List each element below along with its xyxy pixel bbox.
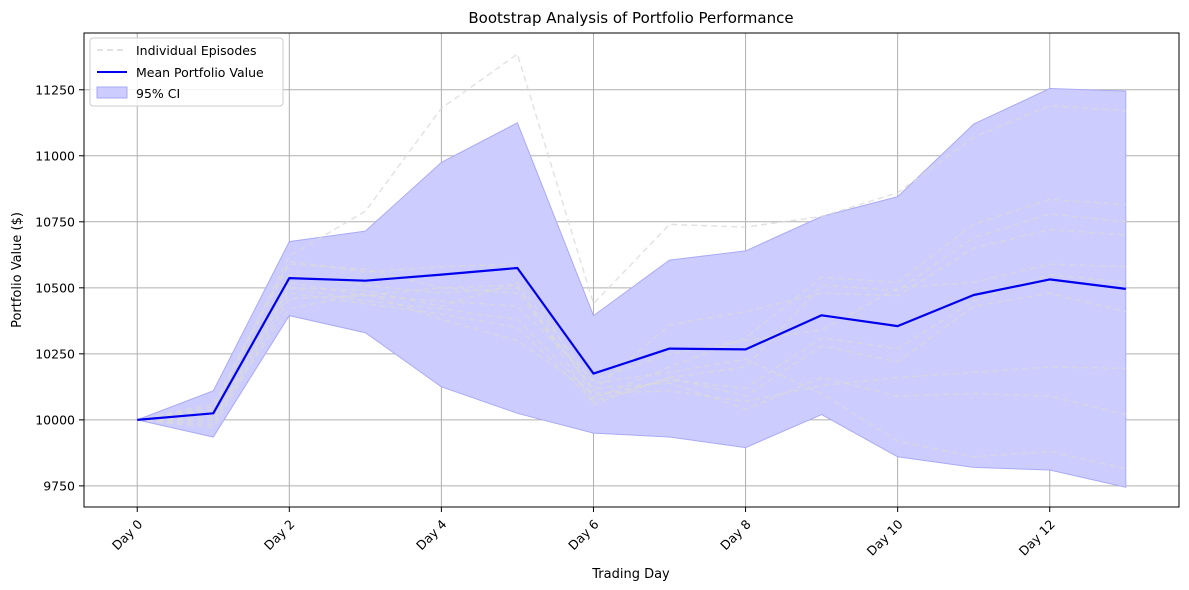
y-tick-label: 11250 bbox=[35, 82, 75, 97]
legend-label-mean: Mean Portfolio Value bbox=[136, 65, 264, 80]
x-tick-label: Day 10 bbox=[864, 516, 906, 558]
episodes-layer bbox=[137, 52, 1126, 470]
x-tick-label: Day 6 bbox=[565, 516, 602, 553]
y-tick-label: 10000 bbox=[35, 412, 75, 427]
episode-line-7 bbox=[137, 292, 1126, 426]
confidence-band-layer bbox=[135, 87, 1127, 488]
legend-swatch-ci bbox=[96, 86, 128, 99]
y-tick-label: 10750 bbox=[35, 214, 75, 229]
y-tick-label: 10500 bbox=[35, 280, 75, 295]
y-axis-ticks: 9750 10000 10250 10500 10750 11000 11250 bbox=[35, 82, 84, 493]
confidence-band bbox=[135, 87, 1127, 488]
episode-line-9 bbox=[137, 292, 1126, 421]
legend-label-episodes: Individual Episodes bbox=[136, 43, 256, 58]
x-axis-ticks: Day 0 Day 2 Day 4 Day 6 Day 8 Day 10 Day 12 bbox=[109, 507, 1058, 559]
chart-title: Bootstrap Analysis of Portfolio Performa… bbox=[468, 9, 793, 27]
episode-line-1 bbox=[137, 52, 1126, 421]
legend: Individual Episodes Mean Portfolio Value… bbox=[89, 37, 284, 107]
episode-line-2 bbox=[137, 198, 1126, 421]
episode-line-5 bbox=[137, 263, 1126, 421]
mean-layer bbox=[137, 266, 1126, 421]
x-tick-label: Day 0 bbox=[109, 516, 146, 553]
legend-box bbox=[89, 37, 284, 107]
x-tick-label: Day 4 bbox=[413, 516, 450, 553]
y-tick-label: 10250 bbox=[35, 346, 75, 361]
episode-line-8 bbox=[137, 287, 1126, 429]
episode-line-4 bbox=[137, 228, 1126, 421]
y-axis-label: Portfolio Value ($) bbox=[10, 212, 25, 328]
legend-label-ci: 95% CI bbox=[136, 86, 180, 101]
y-tick-label: 9750 bbox=[43, 478, 75, 493]
x-tick-label: Day 12 bbox=[1016, 517, 1058, 559]
episode-line-10 bbox=[137, 281, 1126, 470]
x-tick-label: Day 8 bbox=[717, 516, 754, 553]
episode-line-6 bbox=[137, 273, 1126, 424]
episode-line-3 bbox=[137, 213, 1126, 421]
x-tick-label: Day 2 bbox=[261, 517, 297, 553]
plot-frame bbox=[83, 32, 1180, 508]
mean-portfolio-line bbox=[137, 266, 1126, 421]
y-tick-label: 11000 bbox=[35, 148, 75, 163]
x-axis-label: Trading Day bbox=[591, 567, 670, 582]
